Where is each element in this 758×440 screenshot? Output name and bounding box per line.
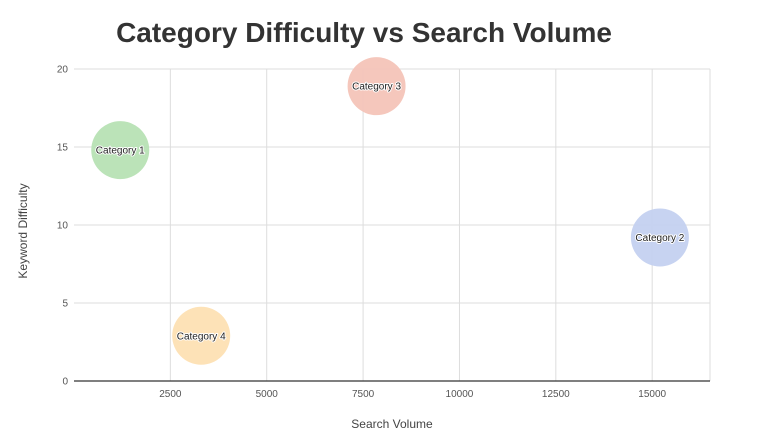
y-tick-label: 0 [62,377,68,388]
y-tick-label: 10 [57,221,69,232]
bubble-label: Category 1 [96,146,145,157]
axis-layer: 0 5 10 15 20 2500 5000 7500 10000 12500 15000 [57,65,710,400]
x-tick-label: 15000 [638,389,666,400]
bubble-point [172,306,231,365]
bubble-layer: Category 1 Category 2 Category 3 Category 4 [91,57,689,365]
bubble-point [347,57,406,116]
y-tick-label: 5 [62,299,68,310]
chart-title: Category Difficulty vs Search Volume [116,17,612,48]
y-tick-label: 20 [57,65,69,76]
x-tick-label: 12500 [542,389,570,400]
bubble-point [630,208,689,267]
bubble-point [91,121,150,180]
x-tick-label: 2500 [159,389,182,400]
grid-layer [74,68,711,381]
x-tick-label: 5000 [256,389,279,400]
bubble-label: Category 4 [177,331,226,342]
y-tick-label: 15 [57,143,69,154]
bubble-label: Category 3 [352,82,401,93]
bubble-label: Category 2 [635,233,684,244]
x-tick-label: 7500 [352,389,375,400]
y-axis-label: Keyword Difficulty [16,183,30,278]
x-axis-label: Search Volume [351,417,433,431]
x-tick-label: 10000 [446,389,474,400]
